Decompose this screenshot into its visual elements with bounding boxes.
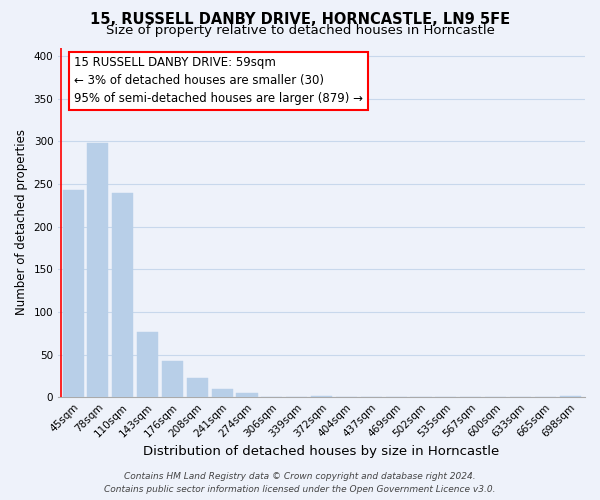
X-axis label: Distribution of detached houses by size in Horncastle: Distribution of detached houses by size … [143, 444, 500, 458]
Bar [137, 332, 158, 397]
Text: Size of property relative to detached houses in Horncastle: Size of property relative to detached ho… [106, 24, 494, 37]
Bar [236, 393, 257, 397]
Bar [311, 396, 332, 397]
Bar [187, 378, 208, 397]
Bar [62, 190, 83, 397]
Text: 15, RUSSELL DANBY DRIVE, HORNCASTLE, LN9 5FE: 15, RUSSELL DANBY DRIVE, HORNCASTLE, LN9… [90, 12, 510, 28]
Bar [212, 388, 233, 397]
Bar [560, 396, 581, 397]
Y-axis label: Number of detached properties: Number of detached properties [15, 130, 28, 316]
Bar [112, 192, 133, 397]
Text: Contains HM Land Registry data © Crown copyright and database right 2024.
Contai: Contains HM Land Registry data © Crown c… [104, 472, 496, 494]
Bar [88, 143, 109, 397]
Bar [162, 360, 183, 397]
Text: 15 RUSSELL DANBY DRIVE: 59sqm
← 3% of detached houses are smaller (30)
95% of se: 15 RUSSELL DANBY DRIVE: 59sqm ← 3% of de… [74, 56, 363, 105]
